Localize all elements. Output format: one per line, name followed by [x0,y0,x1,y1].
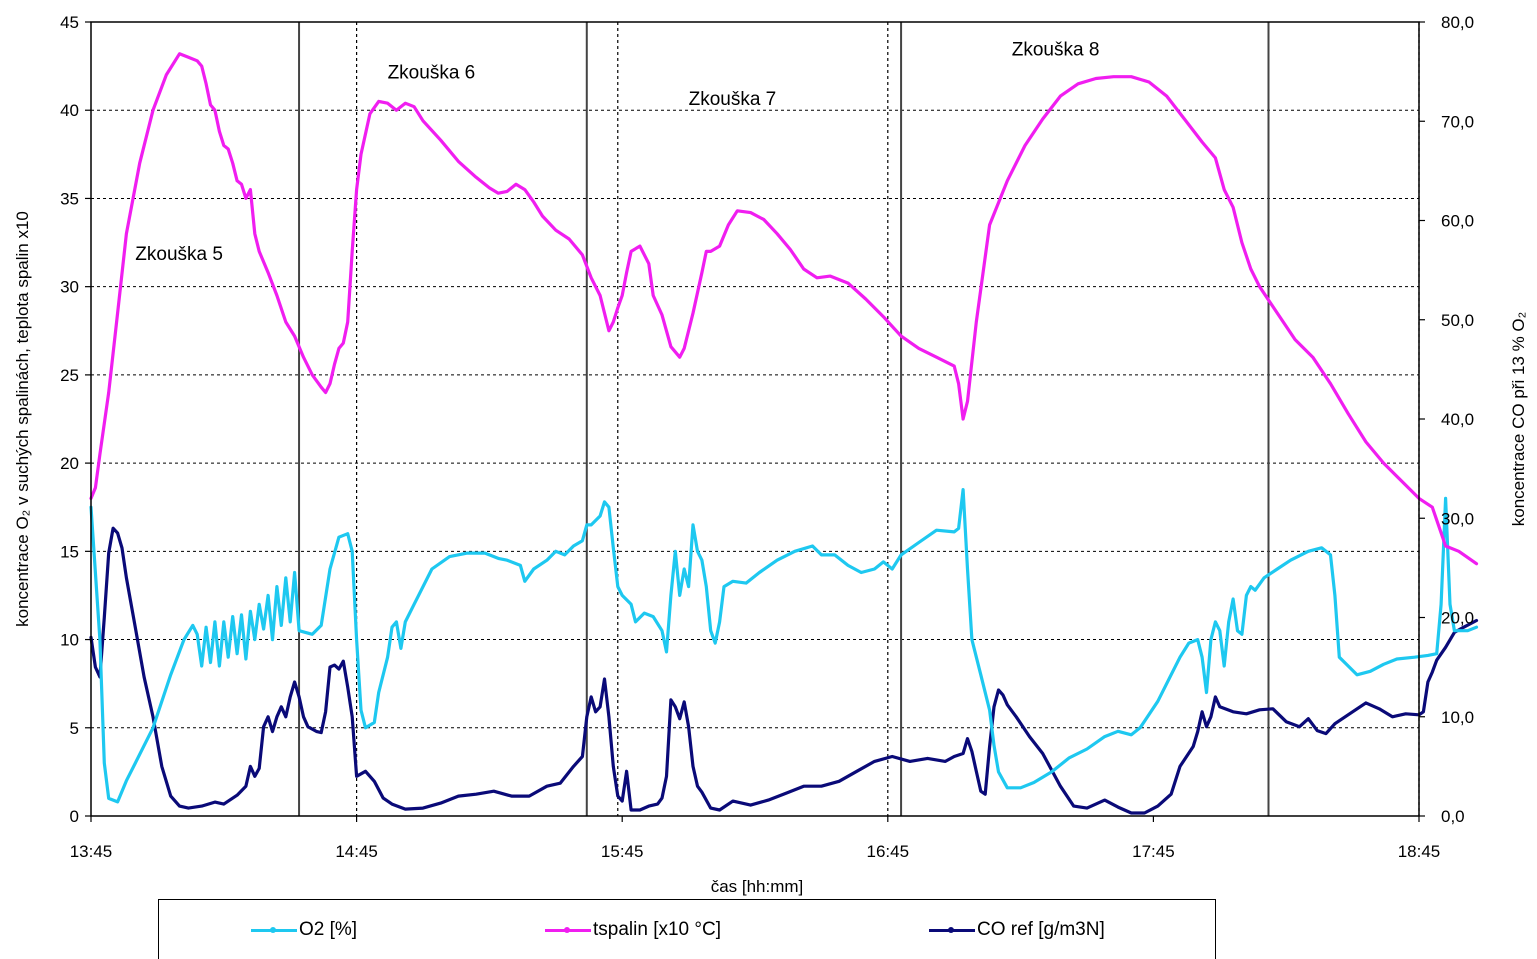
legend-swatch-tspalin [545,926,591,933]
right-tick-label: 60,0 [1441,212,1474,231]
legend-label-co: CO ref [g/m3N] [977,919,1105,940]
legend-swatch-co [929,926,975,933]
left-tick-label: 20 [60,454,79,473]
left-tick-label: 15 [60,542,79,561]
right-tick-label: 40,0 [1441,410,1474,429]
legend-swatch-o2 [251,926,297,933]
x-tick-label: 18:45 [1398,842,1441,861]
x-tick-label: 15:45 [601,842,644,861]
legend-label-o2: O2 [%] [299,919,358,940]
right-tick-label: 30,0 [1441,509,1474,528]
test-annotations: Zkouška 5 Zkouška 6 Zkouška 7 Zkouška 8 [135,40,1099,266]
x-tick-label: 14:45 [335,842,378,861]
annotation-2: Zkouška 7 [689,89,777,110]
annotation-0: Zkouška 5 [135,244,223,265]
left-axis-label: koncentrace O₂ v suchých spalinách, tepl… [13,211,32,627]
left-axis-ticks: 0 5 10 15 20 25 30 35 40 45 [60,13,91,826]
left-tick-label: 45 [60,13,79,32]
right-axis-ticks: 0,0 10,0 20,0 30,0 40,0 50,0 60,0 70,0 80,0 [1419,13,1474,826]
left-tick-label: 0 [70,807,79,826]
x-axis-label: čas [hh:mm] [711,877,804,896]
annotation-1: Zkouška 6 [388,62,476,83]
left-tick-label: 25 [60,366,79,385]
right-tick-label: 50,0 [1441,311,1474,330]
left-tick-label: 40 [60,101,79,120]
legend-label-tspalin: tspalin [x10 °C] [593,919,721,940]
x-axis-ticks: 13:45 14:45 15:45 16:45 17:45 18:45 [70,816,1441,861]
annotation-3: Zkouška 8 [1012,40,1100,61]
legend-item-tspalin: tspalin [x10 °C] [545,918,721,942]
right-tick-label: 80,0 [1441,13,1474,32]
right-tick-label: 0,0 [1441,807,1465,826]
x-tick-label: 16:45 [867,842,910,861]
right-axis-label: koncentrace CO při 13 % O₂ [1509,312,1528,526]
right-tick-label: 20,0 [1441,609,1474,628]
series-layer [89,52,1479,815]
legend-item-co: CO ref [g/m3N] [929,918,1105,942]
left-tick-label: 5 [70,719,79,738]
left-tick-label: 30 [60,278,79,297]
right-tick-label: 70,0 [1441,112,1474,131]
series-line-1 [89,52,1479,566]
x-tick-label: 13:45 [70,842,113,861]
left-tick-label: 35 [60,189,79,208]
left-tick-label: 10 [60,631,79,650]
series-line-2 [89,526,1479,815]
x-tick-label: 17:45 [1132,842,1175,861]
series-line-0 [89,488,1479,804]
right-tick-label: 10,0 [1441,708,1474,727]
test-boundary-lines [298,22,1420,816]
legend: O2 [%] tspalin [x10 °C] CO ref [g/m3N] [158,899,1216,959]
legend-item-o2: O2 [%] [251,918,357,942]
